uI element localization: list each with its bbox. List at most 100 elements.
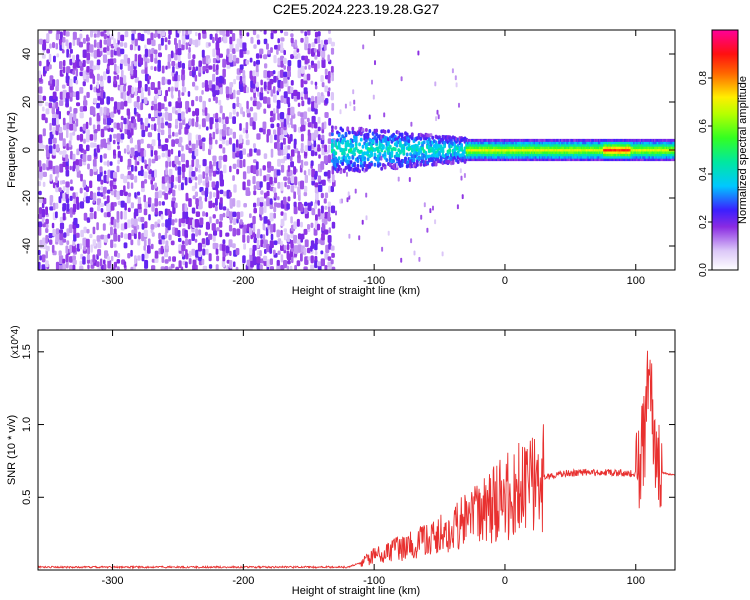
heatmap-cell <box>495 143 498 147</box>
heatmap-cell <box>482 138 485 142</box>
heatmap-cell <box>617 158 619 162</box>
heatmap-cell <box>270 32 274 40</box>
heatmap-cell <box>181 182 184 191</box>
heatmap-cell <box>574 146 576 150</box>
heatmap-cell <box>337 133 341 138</box>
heatmap-cell <box>549 153 551 157</box>
heatmap-cell <box>605 141 608 145</box>
heatmap-cell <box>659 153 661 157</box>
heatmap-cell <box>553 148 555 152</box>
heatmap-cell <box>546 138 549 142</box>
heatmap-cell <box>498 138 500 142</box>
heatmap-cell <box>616 143 618 147</box>
heatmap-cell <box>648 141 651 145</box>
heatmap-cell <box>331 221 336 229</box>
heatmap-cell <box>218 99 222 106</box>
heatmap-cell <box>86 258 90 264</box>
heatmap-cell <box>150 65 154 71</box>
heatmap-cell <box>562 146 565 150</box>
heatmap-cell <box>586 146 588 150</box>
heatmap-cell <box>525 150 528 154</box>
heatmap-cell <box>330 185 334 193</box>
heatmap-cell <box>279 69 284 78</box>
heatmap-cell <box>669 138 672 142</box>
heatmap-cell <box>188 147 193 154</box>
heatmap-cell <box>507 148 510 152</box>
heatmap-cell <box>540 143 542 147</box>
heatmap-cell <box>283 65 286 70</box>
heatmap-cell <box>79 265 84 270</box>
heatmap-cell <box>495 153 498 157</box>
heatmap-cell <box>586 158 588 162</box>
heatmap-cell <box>53 102 56 109</box>
heatmap-cell <box>323 171 328 177</box>
heatmap-cell <box>519 148 521 152</box>
heatmap-cell <box>256 39 261 45</box>
heatmap-cell <box>579 141 582 145</box>
heatmap-cell <box>215 219 219 225</box>
heatmap-cell <box>542 138 545 142</box>
heatmap-cell <box>243 159 246 168</box>
heatmap-cell <box>144 117 149 127</box>
heatmap-cell <box>665 138 668 142</box>
heatmap-cell <box>324 205 328 210</box>
heatmap-cell <box>194 148 199 157</box>
colorbar-tick-label: 0.0 <box>698 263 709 277</box>
heatmap-cell <box>82 237 87 246</box>
heatmap-cell <box>59 163 64 173</box>
heatmap-cell <box>256 86 259 92</box>
heatmap-cell <box>510 148 512 152</box>
heatmap-cell <box>66 66 71 74</box>
heatmap-cell <box>607 138 609 142</box>
heatmap-cell <box>469 148 472 152</box>
heatmap-cell <box>168 217 172 226</box>
heatmap-cell <box>553 141 555 145</box>
heatmap-cell <box>330 245 335 251</box>
heatmap-cell <box>650 146 652 150</box>
heatmap-cell <box>633 143 635 147</box>
heatmap-cell <box>544 138 546 142</box>
heatmap-cell <box>368 129 372 133</box>
heatmap-cell <box>331 132 334 137</box>
heatmap-cell <box>613 155 616 159</box>
heatmap-cell <box>202 65 207 72</box>
top-y-axis-label: Frequency (Hz) <box>6 112 18 188</box>
heatmap-cell <box>218 53 223 58</box>
heatmap-cell <box>314 255 318 262</box>
heatmap-cell <box>630 143 633 147</box>
heatmap-cell <box>133 107 137 115</box>
heatmap-cell <box>562 158 565 162</box>
heatmap-cell <box>616 141 618 145</box>
heatmap-cell <box>317 36 321 44</box>
heatmap-cell <box>540 153 542 157</box>
heatmap-cell <box>663 138 665 142</box>
heatmap-cell <box>45 228 49 233</box>
heatmap-cell <box>55 43 58 50</box>
heatmap-cell <box>269 134 273 144</box>
heatmap-cell <box>147 78 150 85</box>
heatmap-cell <box>78 41 83 48</box>
heatmap-cell <box>404 156 407 161</box>
heatmap-cell <box>558 155 561 159</box>
heatmap-cell <box>123 175 128 184</box>
heatmap-cell <box>480 146 482 150</box>
heatmap-cell <box>120 101 125 110</box>
heatmap-cell <box>116 65 120 74</box>
colorbar-tick-label: 0.2 <box>698 215 709 229</box>
heatmap-cell <box>212 96 216 101</box>
heatmap-cell <box>548 158 550 162</box>
heatmap-cell <box>599 138 601 142</box>
heatmap-cell <box>665 150 668 154</box>
heatmap-cell <box>634 138 637 142</box>
heatmap-cell <box>650 141 652 145</box>
heatmap-cell <box>646 158 648 162</box>
heatmap-cell <box>328 30 331 34</box>
heatmap-cell <box>518 155 520 159</box>
heatmap-cell <box>205 63 209 69</box>
heatmap-cell <box>337 164 341 169</box>
heatmap-cell <box>635 158 638 162</box>
heatmap-cell <box>96 112 101 122</box>
heatmap-cell <box>208 200 213 209</box>
heatmap-cell <box>609 146 612 150</box>
heatmap-cell <box>544 158 546 162</box>
